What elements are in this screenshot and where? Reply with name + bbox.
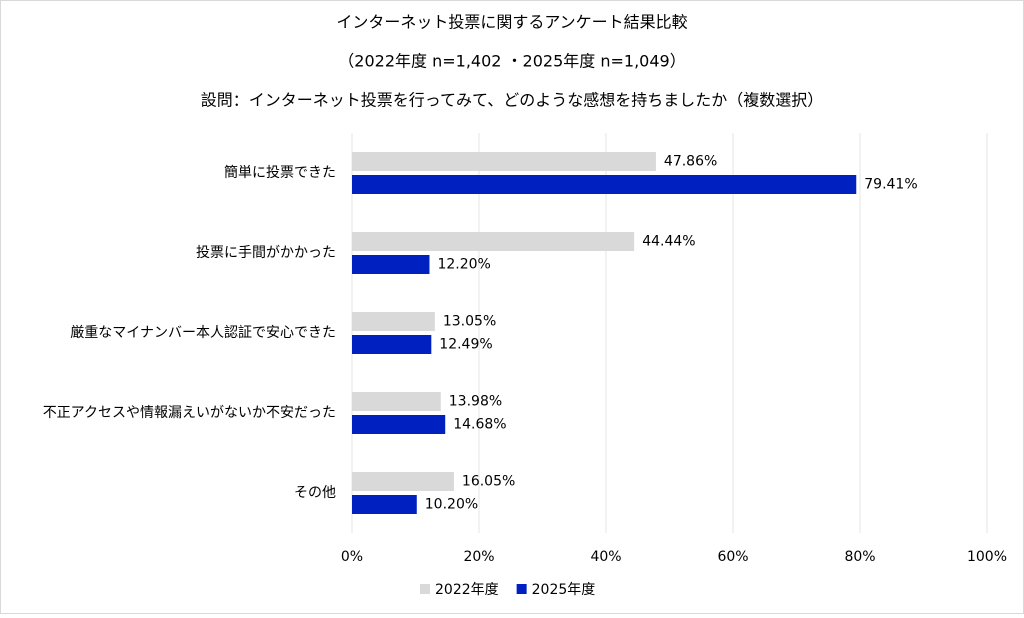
value-label: 14.68%: [453, 417, 506, 433]
bar: [352, 175, 857, 194]
y-tick-label: 簡単に投票できた: [224, 165, 336, 181]
legend-label: 2022年度: [435, 582, 499, 598]
value-label: 13.05%: [443, 314, 496, 330]
chart-title: インターネット投票に関するアンケート結果比較: [336, 13, 687, 32]
legend-label: 2025年度: [532, 582, 596, 598]
value-label: 12.20%: [437, 257, 490, 273]
legend-swatch: [420, 584, 430, 594]
value-label: 16.05%: [462, 474, 515, 490]
bar: [352, 232, 635, 251]
legend-swatch: [516, 584, 527, 594]
x-tick-label: 100%: [967, 549, 1007, 565]
value-label: 12.49%: [439, 337, 492, 353]
x-tick-label: 80%: [844, 549, 875, 565]
x-tick-label: 60%: [717, 549, 748, 565]
bar: [352, 312, 435, 331]
value-label: 79.41%: [864, 177, 917, 193]
bar: [352, 335, 432, 354]
chart-question: 設問：インターネット投票を行ってみて、どのような感想を持ちましたか（複数選択）: [201, 91, 823, 110]
x-tick-label: 40%: [590, 549, 621, 565]
y-tick-label: 投票に手間がかかった: [196, 245, 336, 261]
y-tick-label: その他: [294, 485, 336, 501]
value-label: 10.20%: [425, 497, 478, 513]
bar: [352, 495, 417, 514]
value-label: 44.44%: [642, 234, 695, 250]
bar: [352, 392, 441, 411]
value-label: 13.98%: [449, 394, 502, 410]
y-tick-label: 不正アクセスや情報漏えいがないか不安だった: [43, 405, 336, 421]
bar: [352, 255, 430, 274]
chart-subtitle: （2022年度 n=1,402 ・2025年度 n=1,049）: [338, 52, 685, 71]
x-tick-label: 20%: [463, 549, 494, 565]
value-label: 47.86%: [664, 154, 717, 170]
bar: [352, 152, 656, 171]
bar: [352, 415, 446, 434]
x-tick-label: 0%: [341, 549, 363, 565]
y-tick-label: 厳重なマイナンバー本人認証で安心できた: [70, 325, 336, 341]
bar: [352, 472, 454, 491]
